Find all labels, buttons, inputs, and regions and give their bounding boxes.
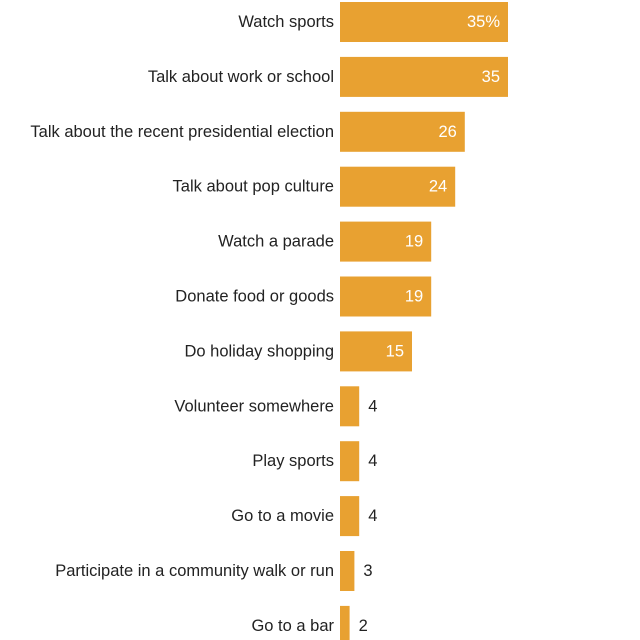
category-label: Go to a movie — [231, 507, 334, 525]
value-label: 35 — [482, 68, 500, 86]
bar — [340, 166, 456, 207]
value-label: 24 — [429, 178, 447, 196]
value-label: 4 — [368, 452, 377, 470]
value-label: 26 — [438, 123, 456, 141]
category-label: Watch sports — [238, 13, 334, 31]
category-label: Play sports — [252, 452, 334, 470]
category-label: Participate in a community walk or run — [55, 562, 334, 580]
bar — [340, 551, 355, 591]
value-label: 4 — [368, 507, 377, 525]
category-label: Do holiday shopping — [184, 342, 334, 360]
category-label: Talk about work or school — [148, 68, 334, 86]
value-label: 4 — [368, 397, 377, 415]
bar — [340, 2, 508, 42]
value-label: 3 — [363, 562, 372, 580]
category-label: Go to a bar — [251, 617, 334, 635]
category-label: Donate food or goods — [175, 288, 334, 306]
value-label: 2 — [359, 617, 368, 635]
bar — [340, 331, 412, 372]
bar — [340, 221, 432, 262]
bar — [340, 441, 360, 482]
bar — [340, 111, 465, 152]
bar — [340, 496, 360, 537]
value-label: 19 — [405, 288, 423, 306]
bar — [340, 276, 432, 317]
bars — [340, 2, 508, 640]
category-label: Talk about pop culture — [173, 178, 334, 196]
value-label: 15 — [386, 342, 404, 360]
bar — [340, 56, 508, 97]
bar — [340, 605, 350, 640]
category-label: Volunteer somewhere — [174, 397, 334, 415]
value-label: 35% — [467, 13, 500, 31]
category-labels: Watch sports Talk about work or school Tal… — [30, 13, 334, 635]
value-labels: 35% 35 26 24 19 19 15 4 4 4 3 2 — [359, 13, 501, 635]
value-label: 19 — [405, 233, 423, 251]
bar — [340, 386, 360, 427]
category-label: Watch a parade — [218, 233, 334, 251]
category-label: Talk about the recent presidential elect… — [30, 123, 334, 141]
